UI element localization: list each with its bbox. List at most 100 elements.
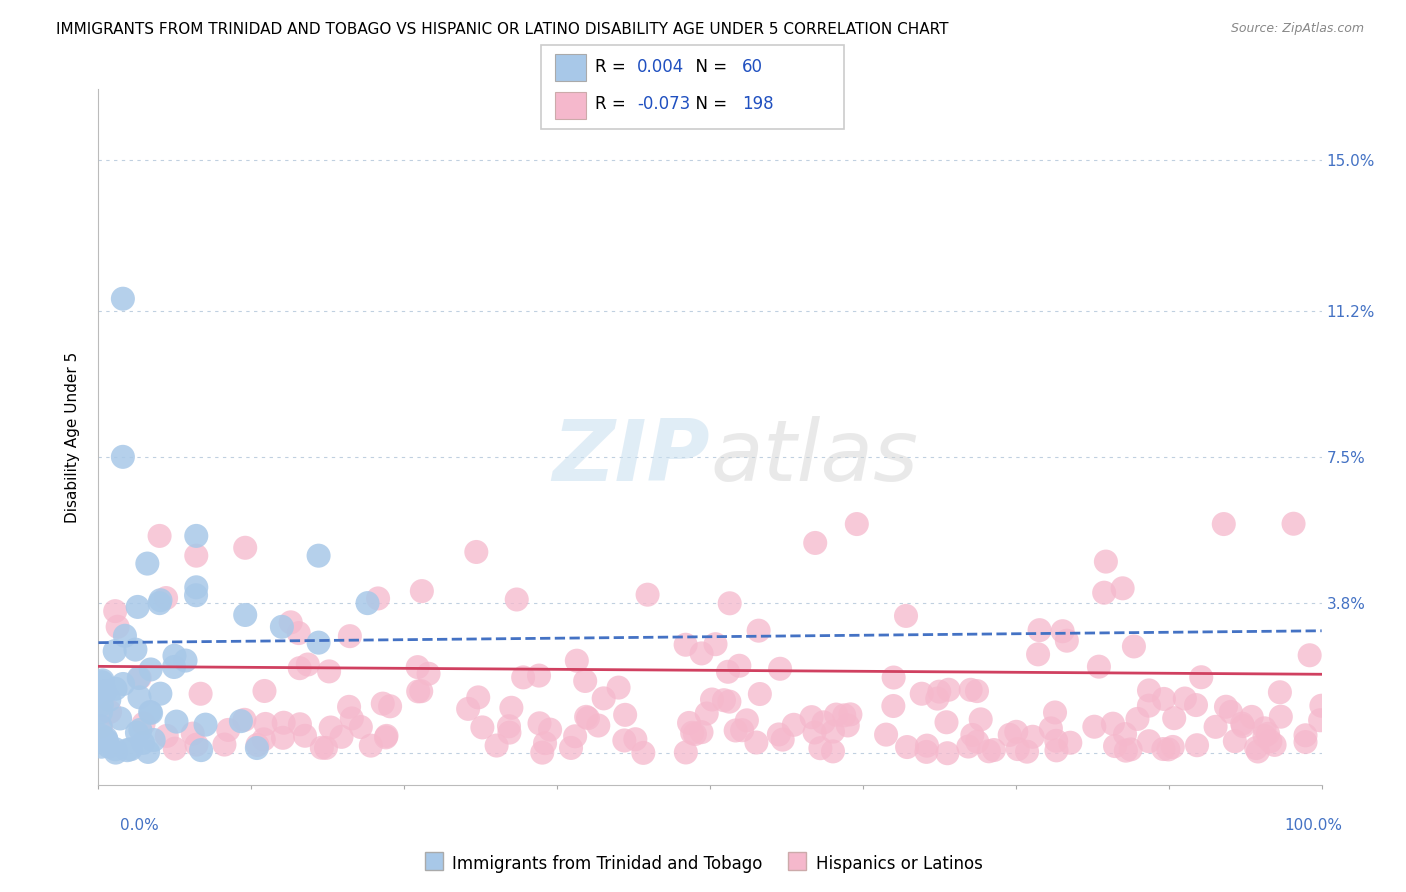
Point: [371, 697, 394, 711]
Point: [1059, 736, 1081, 750]
Point: [120, 742, 142, 756]
Point: [294, 729, 316, 743]
Point: [696, 706, 718, 721]
Text: 0.004: 0.004: [637, 58, 685, 76]
Point: [308, 635, 330, 649]
Point: [330, 730, 353, 744]
Point: [91, 673, 114, 688]
Point: [1022, 730, 1045, 744]
Point: [883, 671, 905, 685]
Point: [745, 735, 768, 749]
Point: [104, 746, 127, 760]
Point: [1253, 722, 1275, 736]
Point: [1102, 716, 1125, 731]
Text: Source: ZipAtlas.com: Source: ZipAtlas.com: [1230, 22, 1364, 36]
Point: [339, 629, 361, 643]
Point: [512, 670, 534, 684]
Point: [845, 516, 868, 531]
Point: [1005, 724, 1028, 739]
Point: [534, 736, 557, 750]
Point: [96, 733, 118, 747]
Point: [107, 620, 129, 634]
Point: [728, 658, 751, 673]
Point: [832, 708, 855, 723]
Point: [613, 733, 636, 747]
Point: [576, 711, 599, 725]
Point: [783, 718, 806, 732]
Point: [1137, 734, 1160, 748]
Point: [186, 529, 208, 543]
Point: [136, 745, 159, 759]
Point: [1052, 624, 1074, 639]
Point: [690, 725, 713, 739]
Point: [273, 715, 295, 730]
Point: [938, 682, 960, 697]
Point: [311, 740, 333, 755]
Point: [270, 620, 294, 634]
Point: [1270, 709, 1292, 723]
Point: [1185, 698, 1208, 712]
Point: [418, 666, 440, 681]
Point: [186, 738, 208, 752]
Point: [894, 608, 917, 623]
Point: [821, 724, 844, 739]
Point: [319, 721, 342, 735]
Point: [156, 729, 179, 743]
Point: [1088, 659, 1111, 673]
Point: [297, 657, 319, 672]
Point: [94, 731, 117, 746]
Point: [1115, 744, 1137, 758]
Point: [614, 707, 637, 722]
Point: [318, 665, 340, 679]
Point: [1152, 742, 1174, 756]
Text: 100.0%: 100.0%: [1285, 818, 1343, 832]
Point: [90, 739, 112, 754]
Point: [337, 699, 360, 714]
Point: [1028, 623, 1050, 637]
Point: [808, 741, 831, 756]
Point: [181, 726, 204, 740]
Point: [194, 717, 217, 731]
Point: [772, 732, 794, 747]
Point: [637, 588, 659, 602]
Point: [217, 723, 239, 737]
Point: [233, 541, 256, 555]
Point: [1185, 738, 1208, 752]
Point: [1268, 685, 1291, 699]
Point: [607, 681, 630, 695]
Point: [1056, 633, 1078, 648]
Point: [90, 675, 112, 690]
Point: [90, 729, 112, 743]
Point: [704, 637, 727, 651]
Point: [1230, 716, 1253, 731]
Point: [803, 725, 825, 739]
Point: [184, 588, 207, 602]
Point: [915, 739, 938, 753]
Point: [149, 687, 172, 701]
Point: [127, 599, 149, 614]
Point: [374, 731, 396, 745]
Text: atlas: atlas: [710, 417, 918, 500]
Point: [681, 726, 703, 740]
Point: [1298, 648, 1320, 663]
Point: [308, 549, 330, 563]
Point: [748, 687, 770, 701]
Y-axis label: Disability Age Under 5: Disability Age Under 5: [65, 351, 80, 523]
Point: [246, 741, 269, 756]
Point: [287, 626, 309, 640]
Point: [531, 746, 554, 760]
Point: [186, 549, 208, 563]
Point: [114, 629, 136, 643]
Point: [1295, 728, 1317, 742]
Point: [1212, 516, 1234, 531]
Point: [253, 684, 276, 698]
Legend: Immigrants from Trinidad and Tobago, Hispanics or Latinos: Immigrants from Trinidad and Tobago, His…: [416, 847, 990, 880]
Point: [378, 699, 401, 714]
Point: [1043, 706, 1066, 720]
Point: [1232, 719, 1254, 733]
Point: [678, 715, 700, 730]
Point: [959, 682, 981, 697]
Point: [1095, 555, 1118, 569]
Point: [1264, 738, 1286, 752]
Point: [1257, 727, 1279, 741]
